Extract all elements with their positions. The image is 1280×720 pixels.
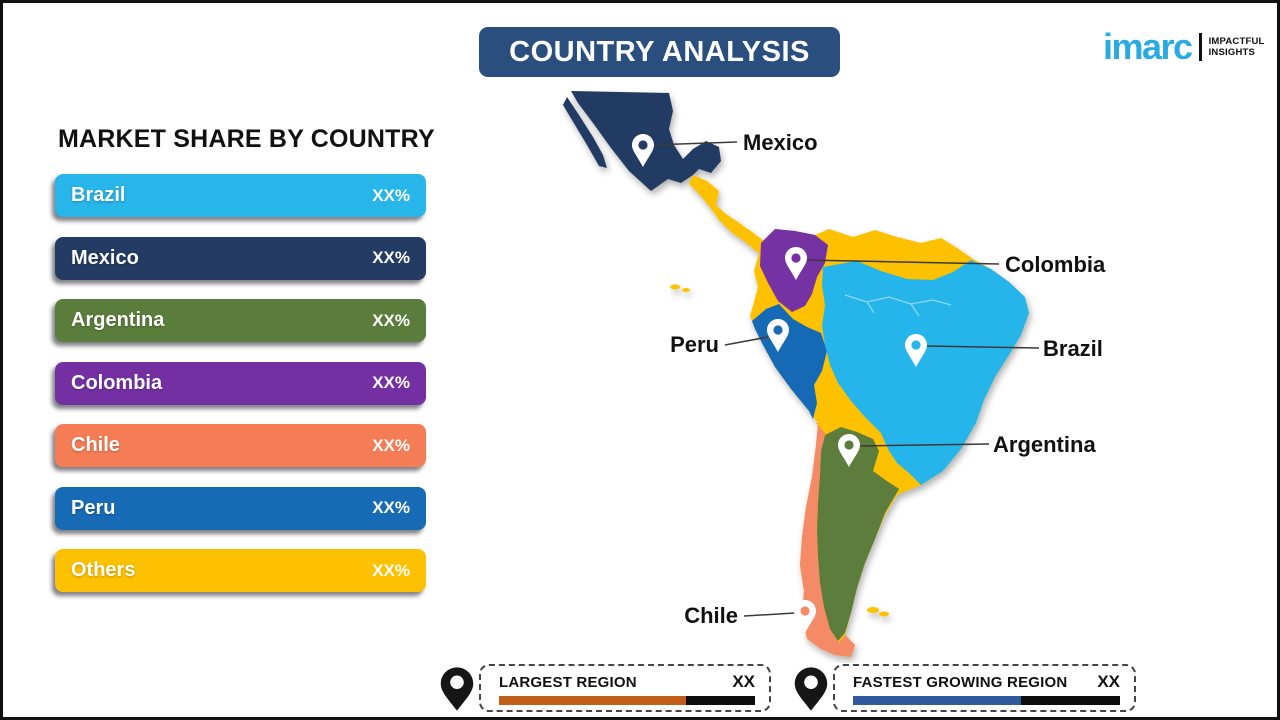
chile-connector-line bbox=[743, 612, 796, 617]
galapagos-islands bbox=[670, 284, 690, 292]
bar-argentina: Argentina XX% bbox=[55, 299, 426, 342]
fastest-growing-value: XX bbox=[1097, 672, 1120, 691]
central-america-region bbox=[689, 175, 773, 258]
argentina-region bbox=[817, 427, 899, 641]
baja-california-region bbox=[563, 97, 607, 168]
bar-others: Others XX% bbox=[55, 549, 426, 592]
logo-divider bbox=[1198, 33, 1202, 62]
fastest-growing-bar-rest bbox=[1021, 696, 1120, 705]
largest-region-bar-fill bbox=[499, 696, 686, 705]
fastest-growing-legend: FASTEST GROWING REGION XX bbox=[833, 664, 1136, 712]
colombia-connector-line bbox=[804, 259, 1000, 265]
mexico-pin-icon bbox=[632, 134, 654, 167]
bar-peru: Peru XX% bbox=[55, 486, 426, 530]
bar-label: Brazil bbox=[71, 184, 126, 206]
chile-pin-icon bbox=[794, 600, 816, 633]
bar-label: Others bbox=[71, 559, 136, 581]
peru-connector-line bbox=[724, 336, 769, 346]
imarc-logo: imarc IMPACTFUL INSIGHTS bbox=[1103, 26, 1265, 67]
title-banner: COUNTRY ANALYSIS bbox=[479, 27, 840, 77]
colombia-map-label: Colombia bbox=[1005, 252, 1106, 277]
mexico-map-label: Mexico bbox=[743, 130, 818, 155]
brazil-map-label: Brazil bbox=[1043, 336, 1103, 361]
label-connector-lines bbox=[650, 141, 1040, 617]
bar-value: XX% bbox=[372, 248, 410, 267]
bar-label: Chile bbox=[71, 434, 120, 456]
bar-value: XX% bbox=[372, 373, 410, 392]
peru-map-label: Peru bbox=[670, 332, 719, 357]
logo-tagline-line2: INSIGHTS bbox=[1208, 47, 1256, 59]
bar-colombia: Colombia XX% bbox=[55, 361, 426, 405]
brazil-connector-line bbox=[926, 345, 1040, 349]
fastest-growing-pin-icon bbox=[794, 667, 828, 711]
largest-region-bar bbox=[499, 696, 755, 705]
bar-label: Peru bbox=[71, 496, 116, 519]
chile-region bbox=[800, 423, 855, 657]
bar-value: XX% bbox=[372, 560, 410, 580]
market-share-bar-list: Brazil XX% Mexico XX% Argentina XX% Colo… bbox=[55, 174, 426, 592]
argentina-pin-icon bbox=[838, 434, 860, 467]
imarc-brand-text: imarc bbox=[1103, 26, 1193, 67]
bar-label: Colombia bbox=[71, 371, 163, 394]
peru-pin-icon bbox=[767, 319, 789, 352]
brazil-region bbox=[822, 260, 1029, 485]
brazil-pin-icon bbox=[905, 334, 927, 367]
largest-region-value: XX bbox=[732, 672, 755, 691]
bar-chile: Chile XX% bbox=[55, 424, 426, 467]
falkland-islands bbox=[867, 607, 889, 617]
bar-mexico: Mexico XX% bbox=[55, 236, 426, 280]
bar-value: XX% bbox=[372, 310, 410, 330]
largest-region-bar-rest bbox=[685, 696, 755, 705]
logo-tagline: IMPACTFUL INSIGHTS bbox=[1209, 36, 1265, 59]
bar-value: XX% bbox=[372, 185, 410, 205]
colombia-pin-icon bbox=[785, 247, 807, 280]
argentina-connector-line bbox=[859, 443, 990, 447]
fastest-growing-bar bbox=[853, 696, 1120, 705]
argentina-map-label: Argentina bbox=[993, 432, 1096, 457]
fastest-growing-bar-fill bbox=[853, 696, 1022, 705]
mexico-connector-line bbox=[650, 141, 738, 146]
amazon-river-lines bbox=[844, 294, 952, 317]
bar-label: Argentina bbox=[71, 309, 165, 331]
logo-tagline-line1: IMPACTFUL bbox=[1208, 35, 1265, 47]
bar-brazil: Brazil XX% bbox=[55, 174, 426, 217]
largest-region-pin-icon bbox=[440, 667, 474, 711]
fastest-growing-label: FASTEST GROWING REGION bbox=[853, 673, 1068, 691]
largest-region-label: LARGEST REGION bbox=[499, 673, 637, 691]
largest-region-legend: LARGEST REGION XX bbox=[479, 664, 771, 712]
chile-map-label: Chile bbox=[684, 603, 738, 628]
market-share-heading: MARKET SHARE BY COUNTRY bbox=[58, 125, 435, 153]
bar-value: XX% bbox=[372, 498, 410, 517]
bar-value: XX% bbox=[372, 435, 410, 455]
bar-label: Mexico bbox=[71, 246, 139, 269]
latin-america-map: Mexico Colombia Peru Brazil Argentina Ch… bbox=[563, 91, 1106, 657]
